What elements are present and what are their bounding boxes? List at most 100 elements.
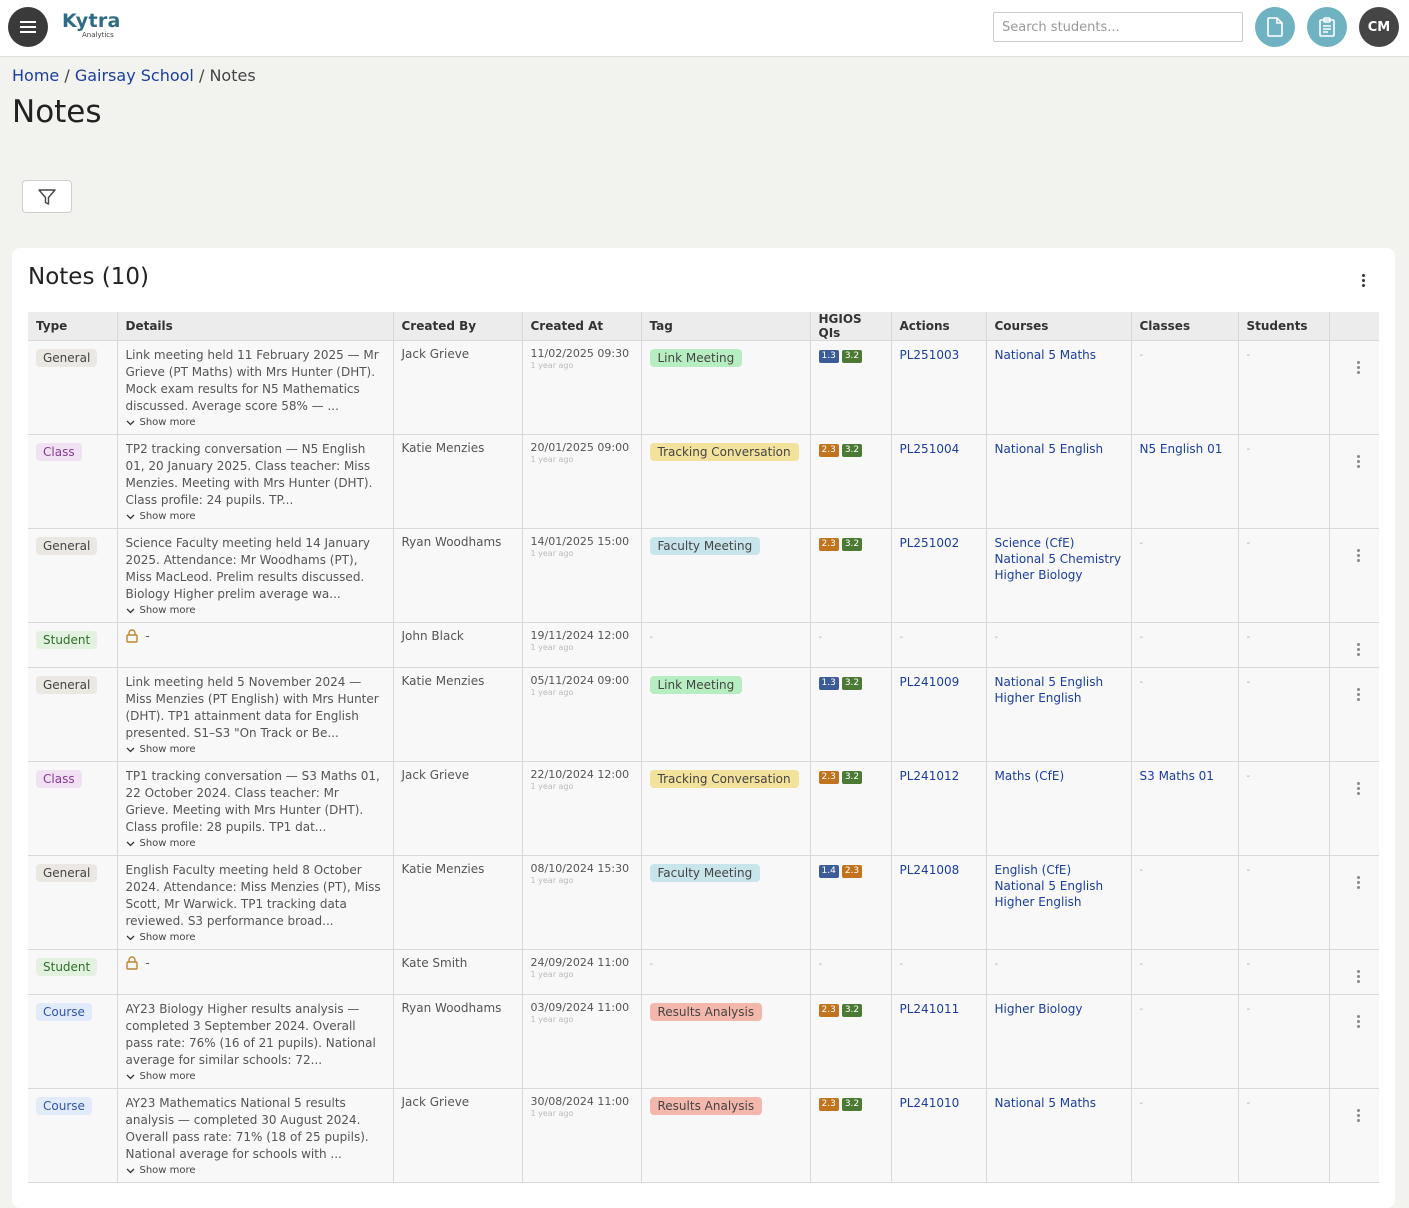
table-row[interactable]: Course AY23 Biology Higher results analys… (28, 994, 1379, 1089)
action-link[interactable]: PL241011 (899, 1002, 960, 1016)
tag-badge[interactable]: Results Analysis (649, 1003, 763, 1021)
course-link[interactable]: Higher English (994, 691, 1082, 705)
column-header[interactable]: Created By (393, 312, 523, 341)
column-header[interactable]: HGIOS QIs (810, 312, 892, 341)
hamburger-menu-button[interactable] (8, 7, 48, 47)
details-cell: TP1 tracking conversation — S3 Maths 01,… (117, 761, 394, 856)
course-link[interactable]: National 5 Maths (994, 1096, 1097, 1110)
created-by-name: Katie Menzies (401, 441, 485, 455)
row-more-options-button[interactable] (1352, 643, 1366, 659)
course-link[interactable]: National 5 English (994, 442, 1104, 456)
courses-cell: English (CfE) National 5 English Higher En… (986, 855, 1132, 950)
filter-button[interactable] (22, 180, 72, 213)
clipboard-icon (1319, 17, 1335, 37)
qi-badge: 3.2 (841, 350, 863, 363)
clipboard-button[interactable] (1307, 7, 1347, 47)
show-more-button[interactable]: Show more (126, 605, 385, 616)
table-cell: - (1131, 667, 1239, 762)
action-link[interactable]: PL251003 (899, 348, 960, 362)
show-more-button[interactable]: Show more (126, 1165, 385, 1176)
tag-cell: Results Analysis (641, 994, 811, 1089)
table-row[interactable]: Student - John Black 19/11/2024 12:00 1 year… (28, 622, 1379, 668)
table-row[interactable]: General Link meeting held 5 November 2024… (28, 667, 1379, 762)
search-students-input[interactable] (993, 12, 1243, 42)
chevron-down-icon (126, 420, 134, 425)
show-more-button[interactable]: Show more (126, 744, 385, 755)
column-header[interactable]: Actions (891, 312, 987, 341)
tag-badge[interactable]: Faculty Meeting (649, 537, 761, 555)
table-row[interactable]: Class TP1 tracking conversation — S3 Math… (28, 761, 1379, 856)
documents-button[interactable] (1255, 7, 1295, 47)
column-header[interactable]: Details (117, 312, 394, 341)
action-link[interactable]: PL241012 (899, 769, 960, 783)
table-row[interactable]: Course AY23 Mathematics National 5 result… (28, 1088, 1379, 1183)
breadcrumb-current: Notes (209, 66, 256, 85)
show-more-button[interactable]: Show more (126, 511, 385, 522)
actions-cell: PL251004 (891, 434, 987, 529)
column-header[interactable]: Students (1238, 312, 1330, 341)
row-more-options-button[interactable] (1352, 876, 1366, 892)
empty-value: - (1246, 1004, 1251, 1015)
show-more-button[interactable]: Show more (126, 417, 385, 428)
locked-details: - (125, 629, 150, 643)
table-row[interactable]: General English Faculty meeting held 8 Oc… (28, 855, 1379, 950)
table-row[interactable]: General Science Faculty meeting held 14 J… (28, 528, 1379, 623)
table-row[interactable]: Student - Kate Smith 24/09/2024 11:00 1 year… (28, 949, 1379, 995)
column-header[interactable]: Type (28, 312, 118, 341)
course-link[interactable]: National 5 English (994, 879, 1104, 893)
class-link[interactable]: N5 English 01 (1139, 442, 1223, 456)
column-header[interactable]: Courses (986, 312, 1132, 341)
column-header[interactable]: Tag (641, 312, 811, 341)
course-link[interactable]: National 5 Chemistry (994, 552, 1122, 566)
tag-badge[interactable]: Link Meeting (649, 349, 743, 367)
row-more-options-button[interactable] (1352, 549, 1366, 565)
empty-value: - (1246, 959, 1251, 970)
show-more-button[interactable]: Show more (126, 838, 385, 849)
tag-badge[interactable]: Results Analysis (649, 1097, 763, 1115)
tag-badge[interactable]: Link Meeting (649, 676, 743, 694)
breadcrumb-school[interactable]: Gairsay School (74, 66, 194, 85)
tag-badge[interactable]: Tracking Conversation (649, 770, 799, 788)
course-link[interactable]: Maths (CfE) (994, 769, 1065, 783)
column-header[interactable]: Created At (522, 312, 642, 341)
qi-badge: 1.3 (818, 350, 839, 363)
class-link[interactable]: S3 Maths 01 (1139, 769, 1214, 783)
row-more-options-button[interactable] (1352, 688, 1366, 704)
action-link[interactable]: PL241009 (899, 675, 960, 689)
breadcrumb-separator: / (64, 66, 70, 85)
tag-badge[interactable]: Faculty Meeting (649, 864, 761, 882)
table-cell: - (1238, 994, 1330, 1089)
row-more-options-button[interactable] (1352, 1109, 1366, 1125)
type-cell: Course (28, 994, 118, 1089)
course-link[interactable]: Higher Biology (994, 568, 1083, 582)
row-more-options-button[interactable] (1352, 361, 1366, 377)
table-cell: - (810, 949, 892, 995)
show-more-button[interactable]: Show more (126, 1071, 385, 1082)
course-link[interactable]: Higher English (994, 895, 1082, 909)
course-link[interactable]: Science (CfE) (994, 536, 1075, 550)
user-avatar[interactable]: CM (1359, 7, 1399, 47)
course-link[interactable]: National 5 Maths (994, 348, 1097, 362)
action-link[interactable]: PL241010 (899, 1096, 960, 1110)
action-link[interactable]: PL241008 (899, 863, 960, 877)
show-more-button[interactable]: Show more (126, 932, 385, 943)
action-link[interactable]: PL251002 (899, 536, 960, 550)
row-more-options-button[interactable] (1352, 1015, 1366, 1031)
tag-badge[interactable]: Tracking Conversation (649, 443, 799, 461)
card-more-options-button[interactable] (1353, 268, 1373, 292)
course-link[interactable]: Higher Biology (994, 1002, 1083, 1016)
table-row[interactable]: General Link meeting held 11 February 202… (28, 340, 1379, 435)
action-link[interactable]: PL251004 (899, 442, 960, 456)
created-at-date: 24/09/2024 11:00 (530, 956, 630, 969)
course-link[interactable]: National 5 English (994, 675, 1104, 689)
row-more-options-button[interactable] (1352, 455, 1366, 471)
row-more-options-button[interactable] (1352, 970, 1366, 986)
row-menu-cell (1329, 622, 1379, 668)
breadcrumb-home[interactable]: Home (12, 66, 60, 85)
column-header[interactable]: Classes (1131, 312, 1239, 341)
kytra-logo[interactable]: Kytra Analytics (62, 10, 121, 39)
empty-value: - (1139, 350, 1144, 361)
table-row[interactable]: Class TP2 tracking conversation — N5 Engl… (28, 434, 1379, 529)
course-link[interactable]: English (CfE) (994, 863, 1072, 877)
row-more-options-button[interactable] (1352, 782, 1366, 798)
